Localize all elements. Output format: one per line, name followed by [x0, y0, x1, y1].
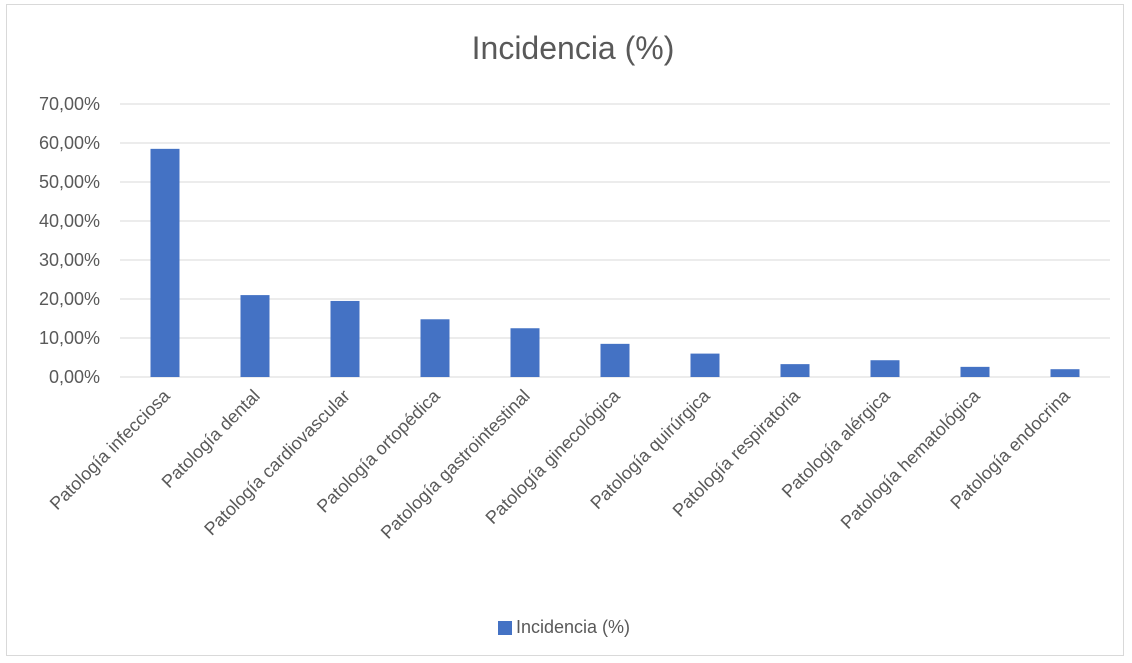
bar	[780, 364, 810, 377]
bar	[240, 295, 270, 377]
bar	[510, 328, 540, 377]
legend-swatch	[498, 620, 512, 635]
chart-frame	[6, 4, 1124, 656]
x-category-label: Patología gastrointestinal	[377, 386, 534, 543]
y-axis-ticks: 0,00% 10,00% 20,00% 30,00% 40,00% 50,00% 60,00…	[39, 94, 100, 387]
chart-title: Incidencia (%)	[471, 30, 675, 66]
bar	[600, 343, 630, 377]
y-tick-label: 40,00%	[39, 211, 100, 231]
y-tick-label: 30,00%	[39, 250, 100, 270]
bar	[1050, 369, 1080, 377]
x-category-label: Patología infecciosa	[46, 385, 175, 514]
legend-label: Incidencia (%)	[516, 617, 631, 637]
y-tick-label: 10,00%	[39, 328, 100, 348]
x-category-label: Patología cardiovascular	[200, 386, 354, 540]
bar	[150, 148, 180, 377]
gridlines	[120, 103, 1110, 378]
bar	[960, 366, 990, 377]
bar	[870, 360, 900, 377]
bar	[330, 300, 360, 377]
y-tick-label: 60,00%	[39, 133, 100, 153]
bar	[690, 353, 720, 377]
bars	[150, 148, 1080, 377]
y-tick-label: 50,00%	[39, 172, 100, 192]
x-category-label: Patología dental	[158, 386, 264, 492]
y-tick-label: 0,00%	[49, 367, 100, 387]
legend: Incidencia (%)	[498, 617, 630, 638]
y-tick-label: 70,00%	[39, 94, 100, 114]
bar	[420, 319, 450, 377]
y-tick-label: 20,00%	[39, 289, 100, 309]
